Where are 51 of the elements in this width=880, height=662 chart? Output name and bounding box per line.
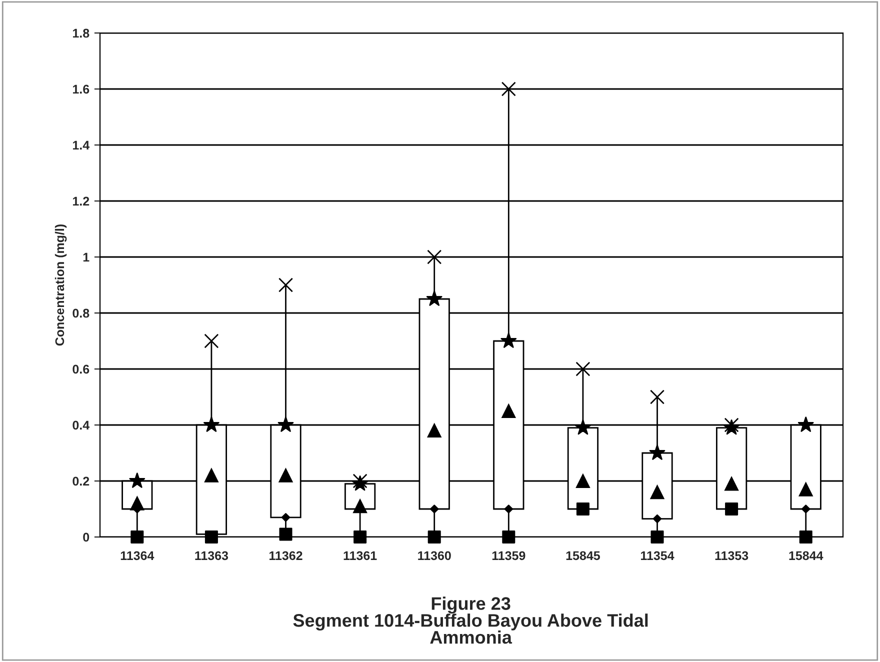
point bbox=[130, 530, 144, 544]
y-tick-label: 0.4 bbox=[72, 420, 90, 430]
text: Figure 23 Segment 1014-Buffalo Bayou Above Tidal Ammonia bbox=[293, 596, 648, 644]
y-axis-title: Concentration (mg/l) bbox=[54, 224, 67, 346]
point bbox=[798, 416, 814, 432]
y-tick-label: 1.6 bbox=[72, 84, 90, 94]
x-tick-label: 15844 bbox=[789, 551, 824, 560]
point bbox=[504, 504, 514, 514]
x-tick-label: 11361 bbox=[344, 551, 377, 560]
x-tick-label: 11354 bbox=[641, 551, 674, 560]
point bbox=[502, 530, 516, 544]
y-tick-label: 1.4 bbox=[72, 140, 90, 150]
point bbox=[428, 530, 441, 544]
point bbox=[649, 444, 666, 460]
point bbox=[278, 278, 294, 292]
y-tick-label: 1.2 bbox=[72, 196, 90, 206]
point bbox=[500, 332, 517, 348]
point bbox=[652, 514, 662, 524]
point bbox=[801, 504, 810, 514]
x-tick-label: 11363 bbox=[195, 551, 228, 560]
point bbox=[427, 250, 442, 264]
point bbox=[430, 504, 439, 514]
x-tick-label: 11360 bbox=[418, 551, 451, 560]
point bbox=[426, 290, 442, 306]
x-tick-label: 15845 bbox=[566, 551, 600, 560]
point bbox=[279, 528, 292, 541]
x-tick-label: 11359 bbox=[492, 551, 526, 560]
point bbox=[576, 502, 590, 516]
y-tick-label: 0.2 bbox=[72, 476, 90, 486]
y-tick-label: 0 bbox=[83, 532, 90, 542]
y-tick-label: 1 bbox=[83, 252, 90, 262]
x-tick-label: 11353 bbox=[715, 551, 748, 560]
point bbox=[575, 420, 591, 435]
y-tick-label: 0.6 bbox=[72, 364, 90, 374]
point bbox=[501, 82, 516, 96]
point bbox=[650, 390, 665, 404]
y-tick-label: 1.8 bbox=[72, 28, 90, 38]
point bbox=[278, 416, 294, 432]
point bbox=[204, 334, 219, 348]
point bbox=[204, 416, 220, 432]
point bbox=[576, 362, 590, 376]
y-tick-label: 0.8 bbox=[72, 308, 90, 318]
point bbox=[129, 472, 146, 488]
point bbox=[281, 513, 290, 522]
point bbox=[204, 530, 218, 544]
point bbox=[725, 502, 738, 516]
x-tick-label: 11364 bbox=[120, 551, 154, 560]
point bbox=[650, 530, 664, 544]
point bbox=[354, 530, 367, 544]
point bbox=[799, 530, 812, 544]
x-tick-label: 11362 bbox=[270, 551, 302, 560]
